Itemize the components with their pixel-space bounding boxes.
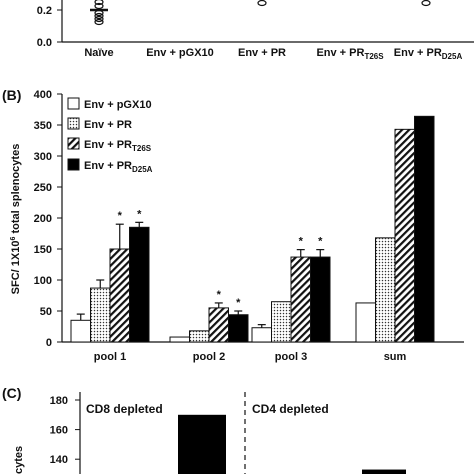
legend-label: Env + PRD25A — [84, 160, 153, 174]
panel-b-category-label: pool 1 — [94, 351, 126, 363]
panel-c-ytick-label: 160 — [50, 425, 68, 437]
panel-b-category-labels: pool 1 pool 2 pool 3 sum — [94, 351, 407, 363]
panel-c-ytick-label: 180 — [50, 395, 68, 407]
legend-label: Env + PR — [84, 119, 132, 131]
panel-c-bar — [178, 414, 226, 474]
panel-a-category-label: Env + pGX10 — [146, 47, 214, 59]
panel-b-significance-asterisk: * — [299, 236, 304, 248]
panel-a: 0.2 0.0 Naïve Env + pGX10 Env + PR Env +… — [37, 0, 474, 61]
panel-b-y-ticks: 0 50 100 150 200 250 300 350 400 — [34, 89, 62, 349]
panel-b-bar — [355, 302, 376, 343]
panel-b-bar — [109, 248, 130, 343]
panel-c: (C) cytes 140 160 180 CD8 depleted CD4 dep… — [2, 385, 406, 474]
panel-b-bar — [189, 330, 210, 343]
panel-a-point — [421, 0, 431, 7]
subscript: T26S — [364, 52, 384, 61]
panel-b-bar — [271, 301, 292, 343]
panel-b-bar — [414, 115, 435, 343]
panel-c-left-title: CD8 depleted — [86, 402, 163, 416]
panel-b-significance-asterisk: * — [236, 297, 241, 309]
panel-b-ytick-label: 250 — [34, 182, 52, 194]
panel-a-ytick-label: 0.0 — [37, 37, 52, 49]
legend-swatch-pr — [67, 117, 80, 130]
panel-b-label: (B) — [2, 87, 21, 103]
panel-b-bar — [228, 314, 249, 343]
panel-b-ytick-label: 200 — [34, 213, 52, 225]
panel-b-significance-asterisk: * — [137, 208, 142, 220]
legend-swatch-pgx10 — [67, 97, 80, 110]
panel-b-category-label: pool 3 — [275, 351, 307, 363]
panel-b-category-label: pool 2 — [193, 351, 225, 363]
panel-b-significance-asterisk: * — [318, 236, 323, 248]
legend-label: Env + pGX10 — [84, 99, 152, 111]
subscript: D25A — [442, 52, 463, 61]
legend-swatch-d25a — [67, 158, 80, 171]
panel-a-ytick-label: 0.2 — [37, 5, 52, 17]
panel-b-category-label: sum — [384, 351, 407, 363]
panel-b-bar — [70, 319, 91, 343]
panel-b-bar — [290, 256, 311, 343]
panel-b-y-axis-title: SFC/ 1X106 total splenocytes — [10, 144, 22, 295]
panel-a-category-label: Env + PRD25A — [394, 47, 463, 61]
panel-b-ytick-label: 50 — [40, 306, 52, 318]
panel-b-bar — [90, 287, 111, 343]
panel-b-bar — [208, 307, 229, 343]
panel-c-y-ticks: 140 160 180 — [50, 395, 80, 466]
panel-b-ytick-label: 100 — [34, 275, 52, 287]
panel-a-category-label: Naïve — [84, 47, 113, 59]
panel-b-significance-asterisk: * — [217, 289, 222, 301]
panel-b-bars: * * * * * * — [70, 115, 435, 343]
panel-b-bar — [310, 256, 331, 343]
panel-b-bar — [251, 327, 272, 343]
panel-a-naive-points — [90, 0, 108, 26]
panel-b-bar — [394, 128, 415, 343]
legend-label: Env + PRT26S — [84, 139, 152, 153]
panel-b-significance-asterisk: * — [118, 210, 123, 222]
panel-c-bars — [178, 414, 406, 474]
panel-c-label: (C) — [2, 385, 21, 401]
panel-b-ytick-label: 300 — [34, 151, 52, 163]
panel-c-y-axis-title: cytes — [13, 446, 25, 474]
panel-c-ytick-label: 140 — [50, 454, 68, 466]
panel-a-point — [257, 0, 267, 7]
panel-b-bar — [375, 237, 396, 343]
panel-b-legend: Env + pGX10 Env + PR Env + PRT26S Env + … — [67, 97, 153, 174]
panel-b-bar — [169, 336, 190, 343]
panel-b-ytick-label: 400 — [34, 89, 52, 101]
panel-b-ytick-label: 0 — [46, 337, 52, 349]
panel-c-bar — [362, 469, 406, 474]
panel-b-ytick-label: 150 — [34, 244, 52, 256]
panel-c-right-title: CD4 depleted — [252, 402, 329, 416]
legend-swatch-t26s — [67, 137, 80, 150]
panel-b-bar — [129, 226, 150, 343]
panel-b-ytick-label: 350 — [34, 120, 52, 132]
panel-a-category-label: Env + PRT26S — [316, 47, 384, 61]
panel-b: (B) SFC/ 1X106 total splenocytes 0 50 100 1… — [2, 87, 464, 363]
panel-a-category-label: Env + PR — [238, 47, 286, 59]
